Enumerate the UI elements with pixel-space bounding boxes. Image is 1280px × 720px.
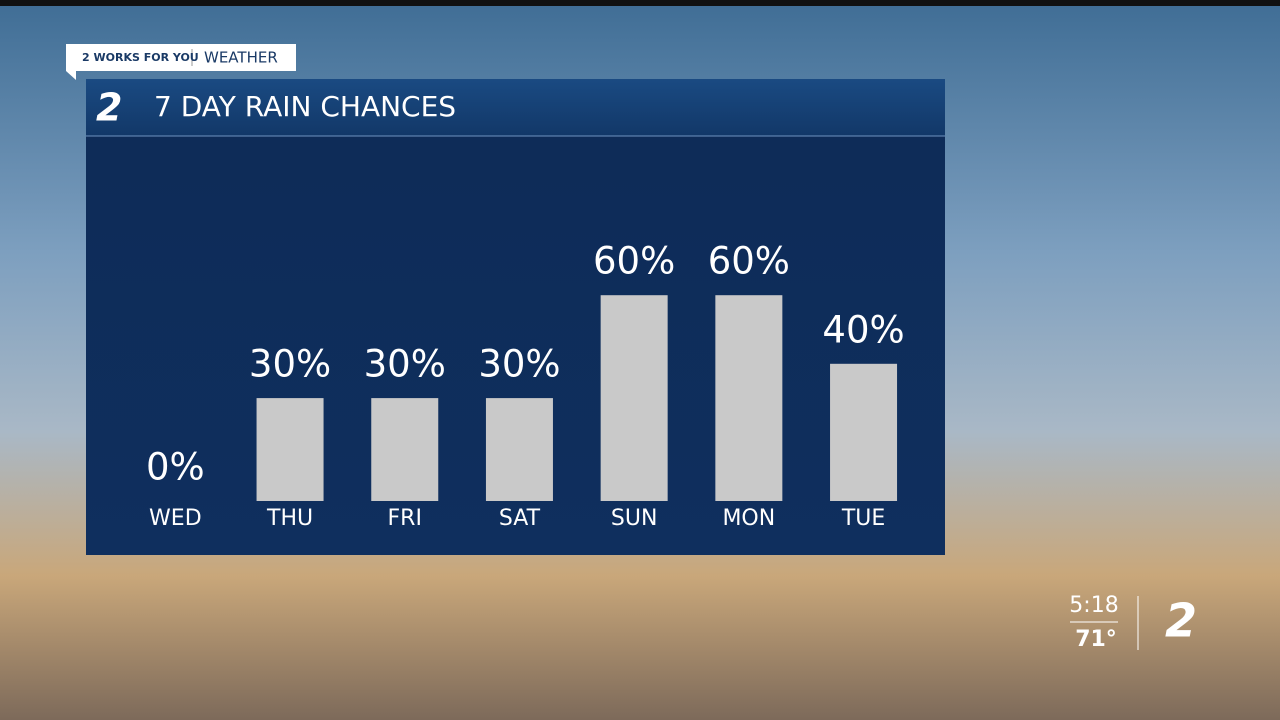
x-tick-label: SAT: [499, 506, 541, 531]
bug-logo: 2: [1165, 594, 1197, 648]
bar: [600, 295, 668, 501]
logo: 2: [96, 86, 122, 130]
value-label: 60%: [593, 240, 675, 283]
value-label: 30%: [478, 343, 560, 386]
x-tick-label: SUN: [611, 506, 658, 531]
bar: [485, 398, 553, 501]
temperature: 71°: [1075, 627, 1117, 652]
value-label: 30%: [249, 343, 331, 386]
tag-box: [66, 44, 296, 71]
bar: [256, 398, 324, 501]
x-tick-label: MON: [722, 506, 775, 531]
x-tick-label: WED: [149, 506, 202, 531]
x-tick-label: TUE: [841, 506, 885, 531]
value-label: 30%: [364, 343, 446, 386]
chart-title: 7 DAY RAIN CHANCES: [154, 90, 456, 123]
bar: [371, 398, 439, 501]
x-tick-label: THU: [266, 506, 313, 531]
value-label: 60%: [708, 240, 790, 283]
panel-header: [86, 79, 945, 136]
tag-text: 2 WORKS FOR YOU: [82, 51, 199, 64]
x-tick-label: FRI: [388, 506, 422, 531]
top-bar: [0, 0, 1280, 6]
value-label: 40%: [822, 308, 904, 351]
value-label: 0%: [146, 446, 205, 489]
bar: [830, 363, 898, 501]
clock: 5:18: [1069, 593, 1118, 618]
bar: [715, 295, 783, 501]
section-text: WEATHER: [204, 49, 278, 67]
tag-tail: [66, 71, 76, 80]
